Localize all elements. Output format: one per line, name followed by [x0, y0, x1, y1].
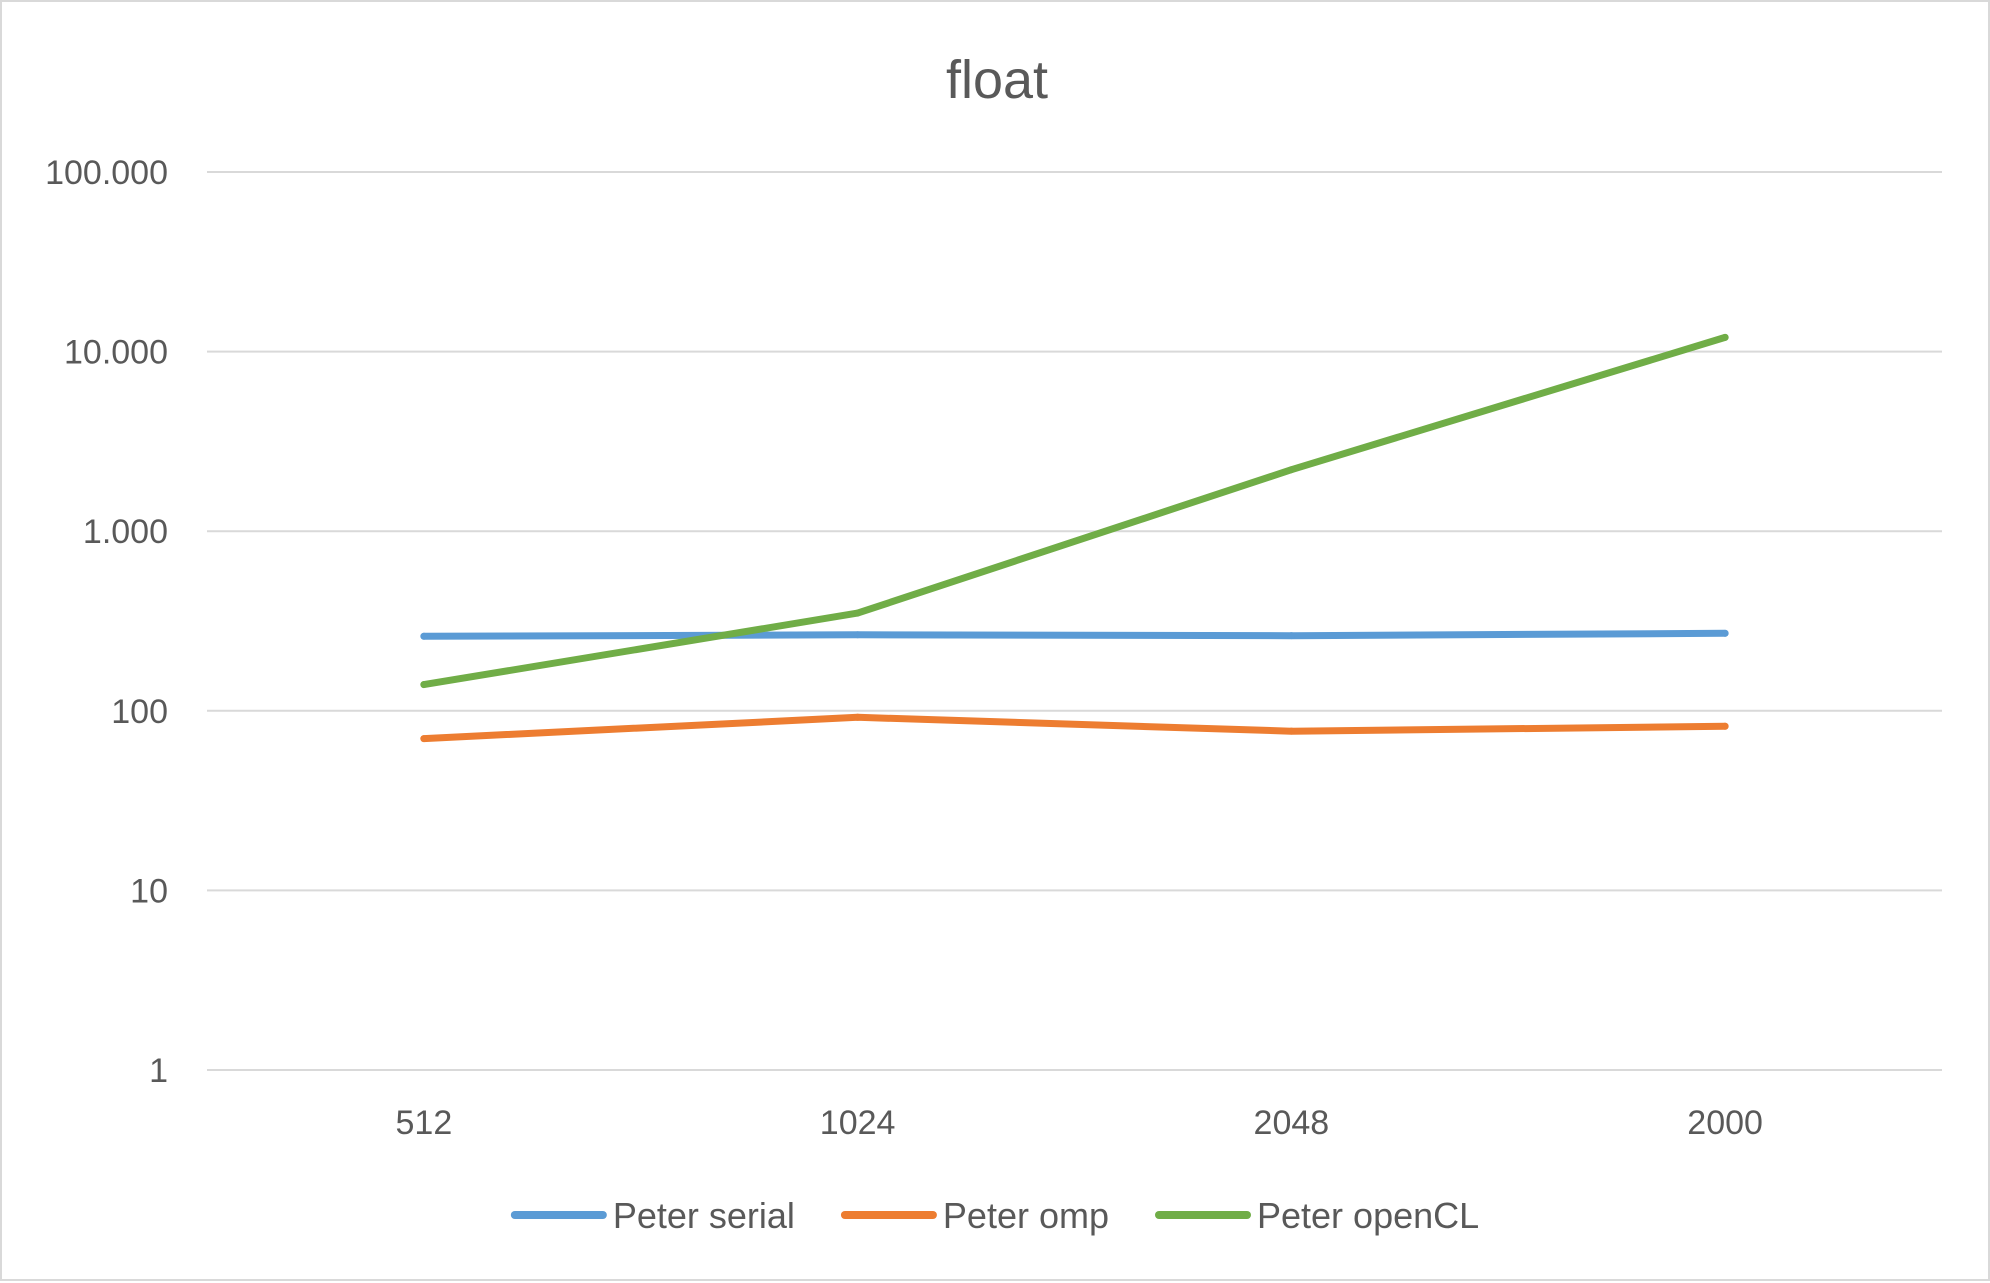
y-tick-label: 10.000 [64, 334, 168, 372]
gridlines [207, 171, 1942, 1071]
y-tick-label: 100.000 [45, 154, 168, 192]
data-point [420, 681, 428, 689]
y-tick-label: 100 [111, 693, 168, 731]
series-line-2 [420, 713, 1729, 743]
data-point [1287, 727, 1295, 735]
series-lines [420, 333, 1729, 743]
chart-title: float [946, 50, 1048, 110]
legend-label: Peter serial [613, 1195, 795, 1236]
x-tick-label: 512 [396, 1104, 453, 1142]
data-point [854, 713, 862, 721]
series-line-1 [420, 629, 1729, 640]
x-axis-tick-labels: 512 1024 2048 2000 [396, 1104, 1763, 1142]
legend-item-1: Peter serial [510, 1195, 795, 1236]
data-point [1721, 333, 1729, 341]
legend-item-2: Peter omp [840, 1195, 1109, 1236]
data-point [854, 609, 862, 617]
series-line-3 [420, 333, 1729, 689]
legend-item-3: Peter openCL [1155, 1195, 1479, 1236]
y-tick-label: 10 [130, 872, 168, 910]
data-point [420, 735, 428, 743]
legend: Peter serial Peter omp Peter openCL [510, 1195, 1479, 1236]
y-tick-label: 1.000 [83, 513, 168, 551]
data-point [1721, 629, 1729, 637]
data-point [1287, 632, 1295, 640]
data-point [420, 632, 428, 640]
y-tick-label: 1 [149, 1052, 168, 1090]
legend-label: Peter openCL [1257, 1195, 1479, 1236]
data-point [854, 631, 862, 639]
x-tick-label: 2000 [1687, 1104, 1763, 1142]
data-point [1721, 722, 1729, 730]
legend-label: Peter omp [943, 1195, 1109, 1236]
x-tick-label: 1024 [820, 1104, 896, 1142]
y-axis-tick-labels: 1 10 100 1.000 10.000 100.000 [45, 154, 168, 1090]
data-point [1287, 466, 1295, 474]
x-tick-label: 2048 [1254, 1104, 1330, 1142]
